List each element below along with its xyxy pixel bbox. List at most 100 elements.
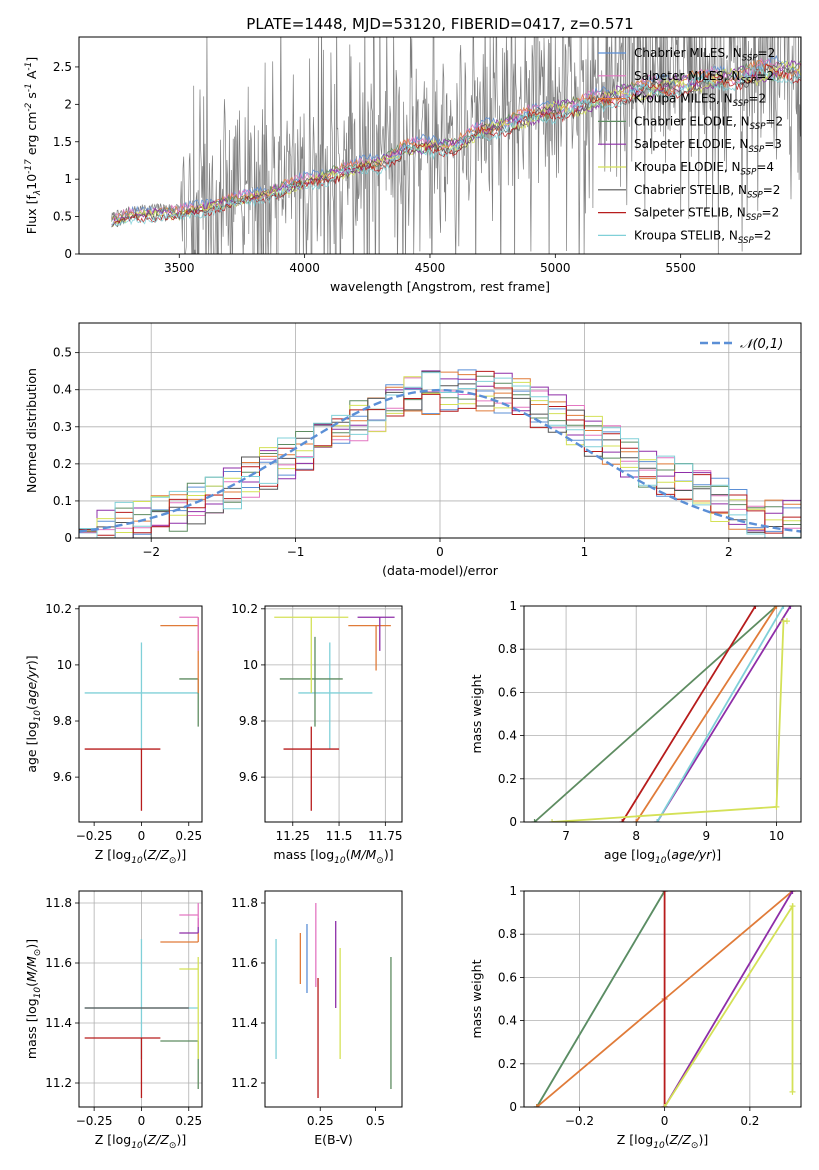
x-tick-label: 2 [725,545,733,559]
label-segment: )] [24,655,39,665]
label-segment: M/M [24,956,39,982]
label-segment: age [log [24,721,39,772]
y-tick-label: 11.2 [231,1076,258,1090]
label-segment: age [log [604,847,655,862]
x-tick-label: 0.25 [175,1114,202,1128]
label-segment: Z [log [617,1132,653,1147]
label-segment: M/M [351,847,377,862]
label-segment: =2 [762,206,780,220]
histogram-salpeter-stelib [79,370,801,538]
x-tick-label: 8 [632,829,640,843]
x-tick-label: 0 [661,1114,669,1128]
label-segment: =4 [756,160,774,174]
label-segment: )] [711,847,721,862]
errorbar-kroupa-stelib [298,642,373,750]
label-segment: Salpeter ELODIE, N [634,137,748,151]
massweight_vs_Z-plot-area [533,891,796,1107]
mass-weight-line-kroupa-elodie [552,620,787,822]
y-tick-label: 11.8 [231,896,258,910]
x-tick-label: 4500 [415,261,446,275]
legend-label: Kroupa MILES, NSSP=2 [634,92,766,110]
y-tick-label: 0.6 [498,970,517,984]
label-segment: Kroupa MILES, N [634,92,733,106]
legend-label: Salpeter ELODIE, NSSP=3 [634,137,782,155]
chart-panels: 3500 4000 4500 5000 550000.511.522.5waveleng… [24,36,802,1151]
label-segment: 10 [33,987,43,999]
label-segment: SSP [750,122,767,132]
spectrum-plot-area [111,37,801,254]
residuals-legend: 𝒩(0,1) [700,337,783,352]
axes-frame [264,890,403,1108]
y-axis-label: mass weight [469,674,484,753]
x-tick-label: 0 [138,1114,146,1128]
y-tick-label: 0.2 [53,457,72,471]
label-segment: ⊙ [169,1141,177,1151]
label-segment: )] [384,847,394,862]
label-segment: SSP [741,168,758,178]
x-axis-label: Z [log10(Z/Z⊙)] [95,1132,186,1151]
y-tick-label: 9.6 [53,770,72,784]
label-segment: ( [143,1132,148,1147]
label-segment: SSP [742,54,759,64]
y-axis-label: mass weight [469,959,484,1038]
x-tick-label: 11.25 [276,829,310,843]
legend-label: Chabrier MILES, NSSP=2 [634,46,775,64]
x-tick-label: 3500 [164,261,195,275]
x-axis-label: mass [log10(M/M⊙)] [273,847,393,866]
histogram-kroupa-miles [79,371,801,538]
label-segment: 10 [653,1141,665,1151]
y-tick-label: 9.8 [53,714,72,728]
label-segment: Chabrier ELODIE, N [634,114,750,128]
label-segment: ] [24,57,39,62]
label-segment: 10 [655,856,667,866]
label-segment: SSP [747,190,764,200]
x-axis-label: (data-model)/error [382,563,499,578]
legend-label: Kroupa STELIB, NSSP=2 [634,228,771,246]
y-tick-label: 0.4 [53,383,72,397]
x-tick-label: −0.25 [76,829,113,843]
y-tick-label: 0.3 [53,420,72,434]
figure-title: PLATE=1448, MJD=53120, FIBERID=0417, z=0… [246,15,633,33]
label-segment: A [24,70,39,83]
y-tick-label: 1 [509,599,517,613]
y-tick-label: 11.2 [45,1076,72,1090]
mass-weight-line-salpeter-elodie [663,891,794,1107]
spectrum-model-chabrier-stelib [111,61,801,228]
x-axis-label: E(B-V) [314,1132,353,1147]
x-tick-label: 0 [436,545,444,559]
label-segment: =3 [764,137,782,151]
y-tick-label: 9.8 [239,714,258,728]
label-segment: -2 [24,102,34,111]
label-segment: mass [log [273,847,334,862]
label-segment: age/yr [24,664,39,705]
label-segment: =2 [765,114,783,128]
mass-weight-line-kroupa-stelib [656,606,785,822]
label-segment: =2 [758,46,776,60]
label-segment: ( [24,982,39,987]
histogram-kroupa-stelib [79,372,801,538]
legend-label: Chabrier STELIB, NSSP=2 [634,183,780,201]
y-axis-label: Flux [fλ10-17 erg cm-2 s-1 A-1] [24,57,43,235]
y-tick-label: 2.5 [53,60,72,74]
age_vs_Z-plot-area [84,616,199,811]
y-tick-label: 2 [64,97,72,111]
errorbar-salpeter-miles [179,616,199,651]
label-segment: SSP [748,145,765,155]
label-segment: Salpeter MILES, N [634,69,741,83]
mass_vs_Z-plot-area [84,903,199,1098]
y-tick-label: 0 [64,247,72,261]
label-segment: =2 [756,69,774,83]
mass-weight-line-chabrier-elodie [536,891,666,1107]
label-segment: Normed distribution [24,368,39,493]
axes-frame [78,322,802,539]
normal-reference-curve [79,388,801,533]
label-segment: (data-model)/error [382,563,499,578]
x-tick-label: 5000 [540,261,571,275]
mass_vs_ebv-panel: 0.25 0.5 11.2 11.4 11.6 11.8 E(B-V) [231,890,403,1147]
label-segment: ( [665,1132,670,1147]
label-segment: ( [24,705,39,710]
label-segment: -1 [24,62,34,71]
label-segment: Kroupa STELIB, N [634,228,738,242]
